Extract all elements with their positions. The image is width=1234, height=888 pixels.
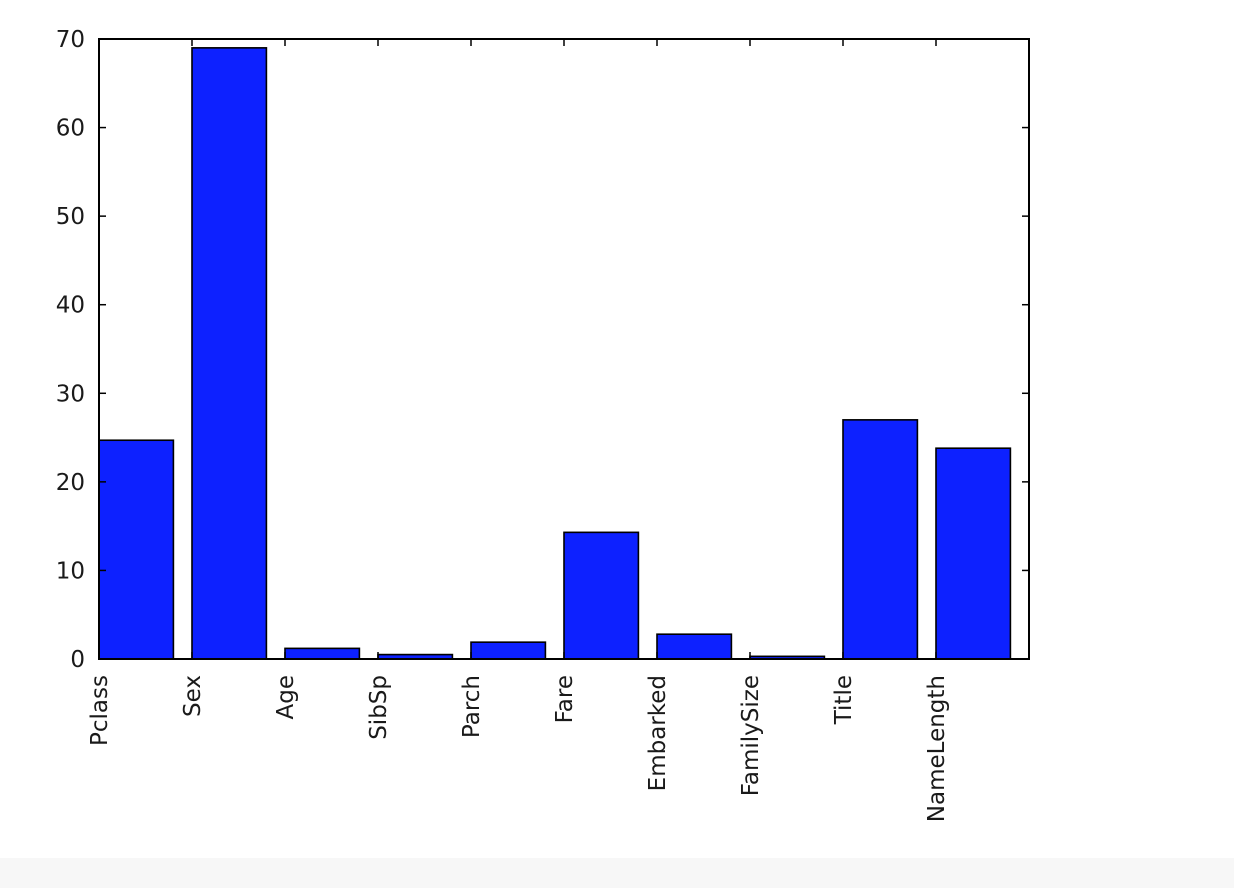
bar-namelength bbox=[935, 447, 1012, 660]
y-tick-label-30: 30 bbox=[56, 381, 85, 407]
x-tick-label-sibsp: SibSp bbox=[366, 675, 392, 740]
bar-embarked bbox=[656, 633, 733, 660]
x-tick-label-embarked: Embarked bbox=[645, 675, 671, 791]
y-tick-label-70: 70 bbox=[56, 27, 85, 53]
x-tick-label-familysize: FamilySize bbox=[738, 675, 764, 796]
y-tick-label-60: 60 bbox=[56, 116, 85, 142]
y-tick-label-50: 50 bbox=[56, 204, 85, 230]
bottom-strip bbox=[0, 858, 1234, 888]
y-tick-label-40: 40 bbox=[56, 293, 85, 319]
x-tick-label-pclass: Pclass bbox=[87, 675, 113, 746]
x-tick-label-namelength: NameLength bbox=[924, 675, 950, 822]
y-tick-label-20: 20 bbox=[56, 470, 85, 496]
y-axis-tick-labels: 0 10 20 30 40 50 60 70 bbox=[56, 27, 85, 673]
bar-sex bbox=[191, 47, 268, 660]
bar-age bbox=[284, 647, 361, 660]
ticks-layer bbox=[98, 38, 1029, 660]
bar-pclass bbox=[98, 439, 175, 660]
x-tick-label-age: Age bbox=[273, 675, 299, 719]
x-tick-label-sex: Sex bbox=[180, 675, 206, 717]
y-tick-label-10: 10 bbox=[56, 558, 85, 584]
bar-fare bbox=[563, 531, 640, 660]
bars-layer bbox=[98, 47, 1012, 660]
x-tick-label-fare: Fare bbox=[552, 675, 578, 723]
y-tick-label-0: 0 bbox=[70, 647, 85, 673]
x-tick-label-parch: Parch bbox=[459, 675, 485, 738]
bar-parch bbox=[470, 641, 547, 660]
x-tick-label-title: Title bbox=[831, 675, 857, 725]
bar-title bbox=[842, 419, 919, 660]
x-axis-tick-labels: Pclass Sex Age SibSp Parch Fare Embarked Family… bbox=[87, 675, 950, 822]
